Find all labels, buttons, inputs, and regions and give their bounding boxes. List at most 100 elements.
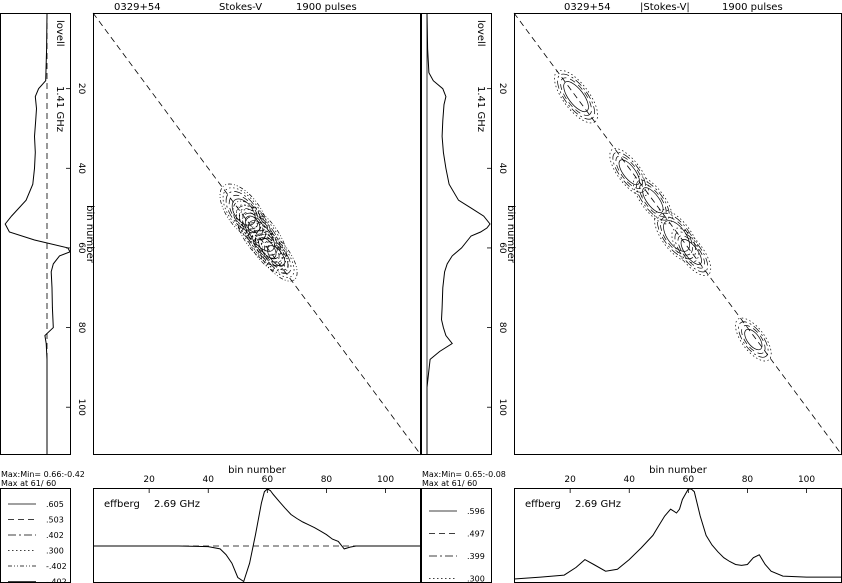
left-contour	[235, 204, 270, 244]
right-side-label-telescope: lovell	[475, 20, 486, 47]
left-contour	[228, 194, 259, 230]
left-contour	[235, 205, 288, 267]
bottom-tick-label: 20	[564, 475, 576, 485]
right-contour	[618, 159, 640, 186]
left-side-frame	[0, 13, 71, 455]
right-contour	[735, 317, 772, 362]
right-contour	[660, 216, 693, 256]
left-panel: 0329+54 Stokes-V 1900 pulses 20 40 60 80 100 bin…	[0, 2, 422, 583]
left-title-part: 1900 pulses	[296, 2, 357, 13]
left-bottom-profile-line	[93, 488, 421, 583]
right-contour	[557, 73, 595, 120]
right-contour	[663, 220, 690, 252]
right-side-profile-line	[426, 12, 491, 455]
legend-label: -.402	[46, 578, 67, 583]
left-contour	[261, 237, 292, 274]
right-contour	[636, 179, 670, 221]
legend-label: .402	[46, 531, 64, 540]
right-side-label-frequency: 1.41 GHz	[475, 86, 486, 132]
left-title-part: 0329+54	[114, 2, 161, 13]
left-side-axis-label: bin number	[84, 205, 95, 264]
left-contour	[222, 187, 265, 237]
right-contour	[653, 209, 700, 263]
bottom-tick-label: 100	[377, 475, 394, 485]
bottom-tick-label: 20	[143, 475, 155, 485]
left-contour	[232, 200, 273, 248]
left-main-frame	[93, 13, 421, 455]
right-contour	[554, 69, 598, 124]
legend-label: .300	[467, 575, 485, 583]
left-contour	[244, 215, 261, 233]
right-contour	[612, 151, 646, 193]
left-bottom-label-frequency: 2.69 GHz	[154, 499, 200, 510]
right-maxmin-text: Max:Min= 0.65:-0.08	[422, 470, 506, 479]
right-bottom-profile-line	[513, 488, 842, 580]
right-contour	[560, 77, 592, 116]
left-bottom-label-telescope: effberg	[104, 499, 140, 510]
right-title-part: 0329+54	[564, 2, 611, 13]
bottom-tick-label: 80	[321, 475, 333, 485]
left-diagonal	[92, 12, 422, 456]
legend-label: -.402	[46, 562, 67, 571]
right-bottom-frame	[514, 488, 842, 583]
right-maxat-text: Max at 61/ 60	[422, 479, 477, 488]
legend-label: .399	[467, 552, 485, 561]
left-side-profile-line	[4, 12, 71, 455]
left-side-label-telescope: lovell	[54, 20, 65, 47]
left-contour	[238, 209, 284, 263]
left-bottom-frame	[93, 488, 421, 583]
left-side-label-frequency: 1.41 GHz	[54, 86, 65, 132]
left-contour	[267, 245, 286, 267]
bottom-tick-label: 80	[742, 475, 754, 485]
left-contour	[219, 183, 268, 241]
right-contour	[674, 231, 708, 273]
side-tick-label: 40	[497, 163, 507, 175]
bottom-tick-label: 40	[624, 475, 636, 485]
bottom-tick-label: 60	[683, 475, 695, 485]
side-tick-label: 100	[76, 399, 86, 416]
right-contour	[741, 325, 766, 354]
left-maxmin-text: Max:Min= 0.66:-0.42	[1, 470, 85, 479]
bottom-tick-label: 60	[262, 475, 274, 485]
right-bottom-label-telescope: effberg	[525, 499, 561, 510]
right-title-part: 1900 pulses	[722, 2, 783, 13]
right-title-part: |Stokes-V|	[640, 2, 690, 13]
side-tick-label: 20	[76, 83, 86, 95]
left-bottom-axis-label: bin number	[228, 465, 287, 476]
left-maxat-text: Max at 61/ 60	[1, 479, 56, 488]
right-side-axis-label: bin number	[505, 205, 516, 264]
legend-label: .300	[46, 547, 64, 556]
side-tick-label: 40	[76, 163, 86, 175]
right-bottom-label-frequency: 2.69 GHz	[575, 499, 621, 510]
right-contour	[680, 239, 702, 265]
right-bottom-axis-label: bin number	[649, 465, 708, 476]
right-contour	[671, 227, 712, 277]
right-panel: 0329+54 |Stokes-V| 1900 pulses 20 40 60 80 100 b…	[421, 2, 842, 583]
left-contour	[254, 230, 298, 282]
legend-label: .503	[46, 516, 64, 525]
right-contour	[642, 187, 664, 214]
right-contour	[609, 148, 650, 197]
right-diagonal	[513, 12, 842, 456]
legend-label: .596	[467, 507, 485, 516]
left-contour	[246, 222, 289, 274]
legend-label: .497	[467, 530, 485, 539]
right-contour	[744, 328, 763, 351]
left-contour	[245, 216, 278, 256]
legend-label: .605	[46, 500, 64, 509]
side-tick-label: 60	[497, 242, 507, 254]
side-tick-label: 20	[497, 83, 507, 95]
side-tick-label: 60	[76, 242, 86, 254]
left-contour	[238, 208, 267, 240]
left-contour	[252, 229, 283, 267]
bottom-tick-label: 100	[798, 475, 815, 485]
side-tick-label: 80	[497, 322, 507, 334]
right-contour	[563, 81, 589, 113]
side-tick-label: 100	[497, 399, 507, 416]
right-side-frame	[421, 13, 492, 455]
right-contour	[738, 321, 769, 358]
side-tick-label: 80	[76, 322, 86, 334]
right-contour	[633, 176, 673, 225]
bottom-tick-label: 40	[203, 475, 215, 485]
